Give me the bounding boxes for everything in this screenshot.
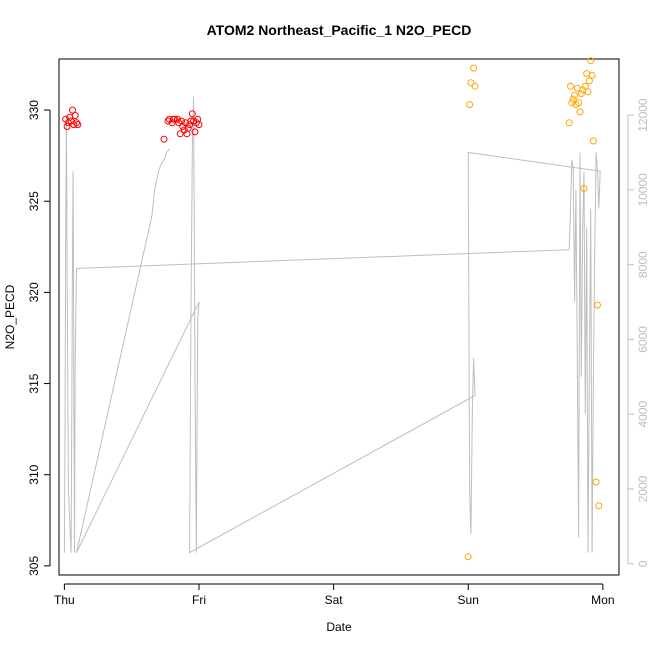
y-tick-label: 315 [27,373,41,393]
data-point-red-9 [74,121,82,129]
y-tick-label: 325 [27,191,41,211]
data-point-orange-3 [470,64,478,72]
y-tick-label: 305 [27,556,41,576]
x-axis-label: Date [326,620,352,634]
data-point-orange-0 [464,553,472,561]
data-point-orange-1 [466,101,474,109]
data-point-red-5 [69,106,76,114]
x-tick-label: Sun [458,593,479,607]
data-point-orange-2 [467,79,475,87]
y2-tick-label: 6000 [636,326,650,353]
data-point-orange-24 [592,478,600,486]
x-tick-label: Thu [54,593,75,607]
y-tick-label: 330 [27,100,41,120]
data-point-red-18 [176,130,184,138]
x-tick-label: Mon [591,593,614,607]
data-point-red-15 [171,115,179,123]
data-point-red-1 [63,123,71,130]
y2-tick-label: 0 [636,560,650,567]
y-tick-label: 320 [27,282,41,302]
data-point-orange-25 [594,301,601,309]
data-point-red-8 [73,119,80,127]
data-point-red-24 [184,124,192,132]
scatter-points-layer [62,57,603,561]
y2-tick-label: 4000 [636,401,650,428]
data-point-red-7 [71,112,79,119]
data-point-red-29 [191,128,199,136]
data-point-red-27 [188,110,196,118]
data-point-orange-22 [588,71,596,79]
y-axis-right: 0 2000 4000 6000 8000 10000 12000 [627,98,650,567]
x-axis: Thu Fri Sat Sun Mon [54,583,615,607]
data-point-orange-19 [584,88,592,96]
y-axis-left: 305 310 315 320 325 330 [27,100,51,576]
data-point-red-32 [195,121,203,129]
x-tick-label: Fri [192,593,206,607]
altitude-series-line [63,96,601,554]
data-point-orange-17 [581,82,589,90]
y-tick-label: 310 [27,464,41,484]
y2-tick-label: 12000 [636,98,650,132]
data-point-orange-23 [589,137,597,145]
data-point-orange-13 [576,108,584,116]
altitude-line-layer [63,96,601,554]
y2-tick-label: 10000 [636,173,650,207]
x-tick-label: Sat [325,593,344,607]
y2-tick-label: 2000 [636,475,650,502]
y2-tick-label: 8000 [636,251,650,278]
data-point-red-25 [186,121,194,129]
plot-frame [58,58,620,576]
data-point-orange-8 [569,95,577,103]
data-point-orange-4 [471,82,479,90]
chart-title: ATOM2 Northeast_Pacific_1 N2O_PECD [207,22,472,38]
data-point-orange-16 [580,185,588,192]
data-point-orange-5 [565,119,573,127]
data-point-orange-6 [567,82,574,90]
data-point-orange-12 [575,99,583,107]
data-point-orange-26 [595,502,603,510]
data-point-red-16 [174,115,181,123]
data-point-orange-20 [585,77,593,85]
data-point-red-10 [160,135,168,143]
data-point-orange-21 [587,57,595,65]
data-point-orange-14 [577,90,585,98]
data-point-orange-7 [568,99,576,107]
y-axis-label: N2O_PECD [3,284,17,349]
data-point-orange-9 [571,92,579,99]
